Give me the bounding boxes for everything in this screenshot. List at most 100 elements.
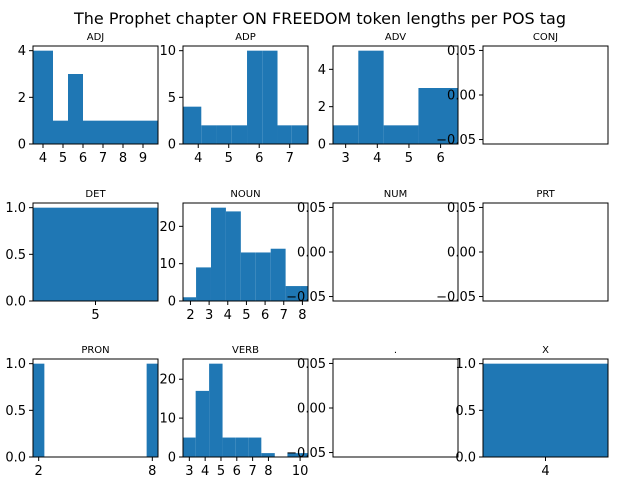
y-tick-label: 0.05 bbox=[297, 201, 326, 216]
histogram-bar bbox=[196, 267, 211, 301]
histogram-bar bbox=[358, 50, 384, 144]
x-tick-label: 5 bbox=[91, 308, 99, 323]
histogram-bar bbox=[231, 125, 248, 144]
histogram-bar bbox=[285, 286, 301, 301]
histogram-bar bbox=[146, 363, 158, 457]
panel-6: NOUN 2 3 4 5 6 7 8 0 10 20 bbox=[159, 189, 309, 323]
y-tick-label: 0.5 bbox=[5, 248, 26, 263]
x-tick-label: 6 bbox=[79, 151, 87, 166]
histogram-bar bbox=[83, 120, 98, 144]
histogram-bar bbox=[262, 50, 278, 144]
figure-title: The Prophet chapter ON FREEDOM token len… bbox=[73, 9, 566, 28]
panel-2: ADP 4 5 6 7 0 5 10 bbox=[159, 32, 309, 166]
y-tick-label: 0.00 bbox=[447, 89, 476, 104]
histogram-bar bbox=[33, 50, 53, 144]
y-tick-label: 0.05 bbox=[297, 357, 326, 372]
x-tick-label: 5 bbox=[217, 464, 225, 479]
y-tick-label: −0.05 bbox=[436, 290, 476, 305]
x-tick-label: 7 bbox=[286, 151, 294, 166]
histogram-bar bbox=[483, 363, 608, 457]
panel-7: NUM −0.05 0.00 0.05 bbox=[286, 189, 459, 305]
y-tick-label: 10 bbox=[159, 412, 176, 427]
y-tick-label: 0 bbox=[168, 451, 176, 466]
y-tick-label: −0.05 bbox=[436, 133, 476, 148]
panel-4: CONJ −0.05 0.00 0.05 bbox=[436, 32, 609, 148]
axes-frame bbox=[482, 202, 609, 302]
histogram-bar bbox=[33, 207, 158, 301]
x-tick-label: 5 bbox=[242, 308, 250, 323]
panel-title: ADJ bbox=[87, 32, 105, 43]
histogram-bar bbox=[247, 50, 263, 144]
y-tick-label: 4 bbox=[18, 44, 26, 59]
y-tick-label: 10 bbox=[159, 44, 176, 59]
y-tick-label: 4 bbox=[318, 63, 326, 78]
histogram-bar bbox=[222, 437, 236, 457]
histogram-bar bbox=[209, 363, 223, 457]
y-tick-label: 20 bbox=[159, 220, 176, 235]
x-tick-label: 9 bbox=[139, 151, 147, 166]
histogram-bar bbox=[195, 390, 210, 457]
y-tick-label: 2 bbox=[18, 91, 26, 106]
y-tick-label: 10 bbox=[159, 257, 176, 272]
panel-title: NUM bbox=[384, 189, 407, 200]
y-tick-label: 1.0 bbox=[5, 357, 26, 372]
y-tick-label: 0 bbox=[168, 295, 176, 310]
panel-title: . bbox=[394, 345, 397, 356]
panel-title: CONJ bbox=[533, 32, 558, 43]
x-tick-label: 3 bbox=[342, 151, 350, 166]
histogram-bar bbox=[216, 125, 232, 144]
histogram-bar bbox=[183, 437, 196, 457]
x-tick-label: 4 bbox=[541, 464, 549, 479]
y-tick-label: −0.05 bbox=[286, 446, 326, 461]
y-tick-label: −0.05 bbox=[286, 290, 326, 305]
axes-frame bbox=[32, 358, 159, 458]
histogram-bar bbox=[128, 120, 143, 144]
x-tick-label: 4 bbox=[194, 151, 202, 166]
axes-frame bbox=[482, 45, 609, 145]
x-tick-label: 6 bbox=[436, 151, 444, 166]
axes-frame bbox=[182, 202, 309, 302]
histogram-bar bbox=[183, 297, 197, 301]
histogram-bar bbox=[300, 453, 308, 457]
histogram-bar bbox=[291, 125, 308, 144]
histogram-bar bbox=[210, 207, 226, 301]
axes-frame bbox=[332, 358, 459, 458]
x-tick-label: 4 bbox=[224, 308, 232, 323]
y-tick-label: 0.0 bbox=[5, 451, 26, 466]
axes-frame bbox=[332, 202, 459, 302]
histogram-bar bbox=[248, 437, 262, 457]
x-tick-label: 3 bbox=[185, 464, 193, 479]
panel-8: PRT −0.05 0.00 0.05 bbox=[436, 189, 609, 305]
x-tick-label: 3 bbox=[205, 308, 213, 323]
x-tick-label: 7 bbox=[99, 151, 107, 166]
histogram-bar bbox=[183, 106, 202, 144]
y-tick-label: 1.0 bbox=[5, 201, 26, 216]
y-tick-label: 5 bbox=[168, 91, 176, 106]
x-tick-label: 5 bbox=[225, 151, 233, 166]
y-tick-label: 20 bbox=[159, 373, 176, 388]
panel-5: DET 5 0.0 0.5 1.0 bbox=[5, 189, 159, 323]
histogram-bar bbox=[383, 125, 419, 144]
histogram-bar bbox=[287, 453, 301, 457]
x-tick-label: 5 bbox=[59, 151, 67, 166]
y-tick-label: 0.5 bbox=[455, 404, 476, 419]
histogram-bar bbox=[277, 125, 292, 144]
x-tick-label: 6 bbox=[255, 151, 263, 166]
panel-title: X bbox=[542, 345, 549, 356]
x-tick-label: 7 bbox=[248, 464, 256, 479]
y-tick-label: 0.00 bbox=[297, 402, 326, 417]
histogram-bar bbox=[98, 120, 113, 144]
histogram-bar bbox=[261, 453, 275, 457]
histogram-bar bbox=[270, 248, 286, 301]
histogram-bar bbox=[255, 252, 271, 301]
panel-3: ADV 3 4 5 6 0 2 4 bbox=[318, 32, 459, 166]
y-tick-label: 0.00 bbox=[447, 246, 476, 261]
histogram-bar bbox=[333, 125, 359, 144]
y-tick-label: 0.05 bbox=[447, 201, 476, 216]
x-tick-label: 5 bbox=[405, 151, 413, 166]
panel-title: ADV bbox=[385, 32, 406, 43]
histogram-bar bbox=[53, 120, 68, 144]
histogram-bar bbox=[113, 120, 128, 144]
histogram-bar bbox=[68, 74, 83, 144]
